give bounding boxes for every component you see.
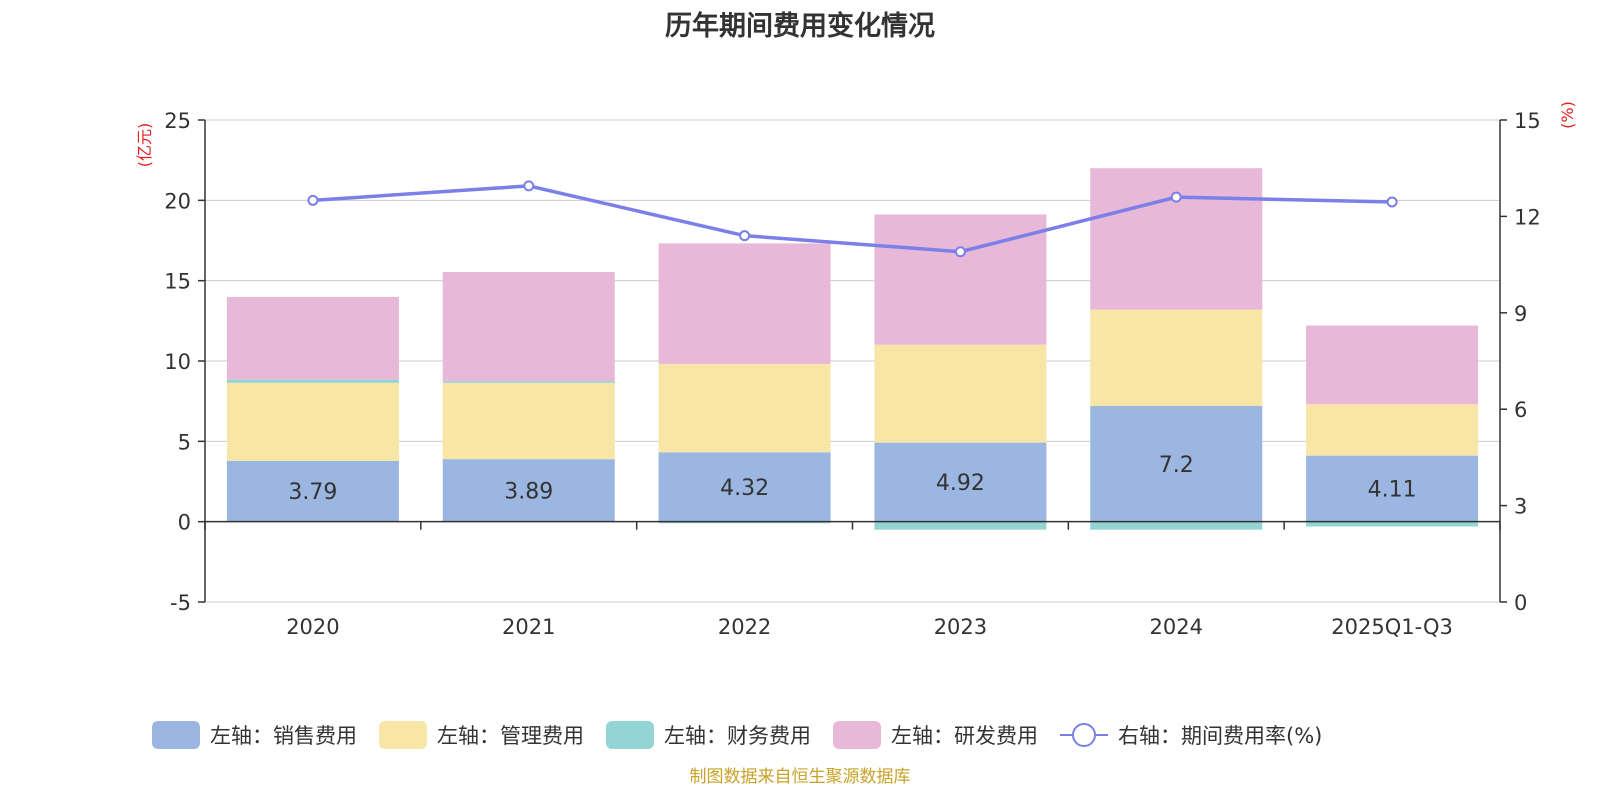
legend-swatch (379, 721, 427, 749)
right-axis-tick-label: 0 (1514, 591, 1527, 615)
bar-segment (1306, 404, 1479, 456)
rate-point (523, 180, 535, 192)
bar-segment (226, 460, 399, 522)
bar-data-label: 4.32 (720, 476, 769, 501)
left-axis-tick-label: 15 (164, 270, 191, 294)
rate-line (312, 184, 1393, 254)
bar-segment (226, 379, 399, 383)
bar-segment (874, 344, 1047, 443)
x-axis-tick-label: 2023 (934, 615, 987, 639)
bar-segment (874, 521, 1047, 530)
legend-swatch (833, 721, 881, 749)
rate-point (307, 194, 319, 206)
bar-segment (1090, 405, 1263, 522)
right-axis-tick-label: 3 (1514, 495, 1527, 519)
bar-data-label: 3.79 (288, 480, 337, 505)
bar-segment (226, 382, 399, 461)
chart-title: 历年期间费用变化情况 (665, 11, 935, 42)
bar-segment (658, 363, 831, 453)
rate-point (954, 246, 966, 258)
left-axis-label: (亿元) (135, 123, 154, 168)
source-note: 制图数据来自恒生聚源数据库 (689, 767, 911, 787)
bar-data-label: 7.2 (1159, 453, 1194, 478)
bar-segment (442, 271, 615, 382)
x-axis-tick-label: 2022 (718, 615, 771, 639)
legend-label: 左轴：销售费用 (210, 724, 357, 748)
left-axis-tick-label: 0 (178, 511, 191, 535)
left-axis-tick-label: 10 (164, 350, 191, 374)
bar-segment (1306, 521, 1479, 527)
left-axis-tick-label: 20 (164, 189, 191, 213)
bar-segment (442, 381, 615, 383)
bar-segment (1090, 309, 1263, 406)
bar-segment (1090, 521, 1263, 530)
bar-data-label: 3.89 (504, 479, 553, 504)
legend-swatch (606, 721, 654, 749)
bar-segment (226, 296, 399, 380)
right-axis-tick-label: 9 (1514, 302, 1527, 326)
bar-data-label: 4.92 (936, 471, 985, 496)
x-axis-tick-label: 2020 (286, 615, 339, 639)
left-axis-tick-label: -5 (170, 591, 191, 615)
legend-marker (1072, 723, 1096, 747)
right-axis-label: (%) (1558, 101, 1577, 129)
bar-segment (658, 452, 831, 522)
legend-label: 右轴：期间费用率(%) (1118, 724, 1322, 748)
right-axis-tick-label: 15 (1514, 109, 1541, 133)
x-axis-tick-label: 2021 (502, 615, 555, 639)
right-axis-tick-label: 12 (1514, 205, 1541, 229)
rate-point (739, 230, 751, 242)
bar-data-label: 4.11 (1368, 478, 1417, 503)
right-axis-tick-label: 6 (1514, 398, 1527, 422)
x-axis-tick-label: 2024 (1150, 615, 1203, 639)
rate-point (1170, 191, 1182, 203)
bar-segment (874, 214, 1047, 345)
bar-segment (874, 442, 1047, 522)
left-axis-tick-label: 5 (178, 430, 191, 454)
bar-segment (442, 459, 615, 522)
legend-swatch (152, 721, 200, 749)
bar-segment (1090, 168, 1263, 310)
rate-point (1386, 196, 1398, 208)
legend-label: 左轴：研发费用 (891, 724, 1038, 748)
left-axis-tick-label: 25 (164, 109, 191, 133)
bar-segment (658, 521, 831, 524)
bar-segment (1306, 325, 1479, 405)
legend-label: 左轴：管理费用 (437, 724, 584, 748)
x-axis-tick-label: 2025Q1-Q3 (1331, 615, 1453, 639)
bar-segment (658, 243, 831, 364)
legend-label: 左轴：财务费用 (664, 724, 811, 748)
bar-segment (442, 382, 615, 460)
bar-segment (1306, 455, 1479, 522)
